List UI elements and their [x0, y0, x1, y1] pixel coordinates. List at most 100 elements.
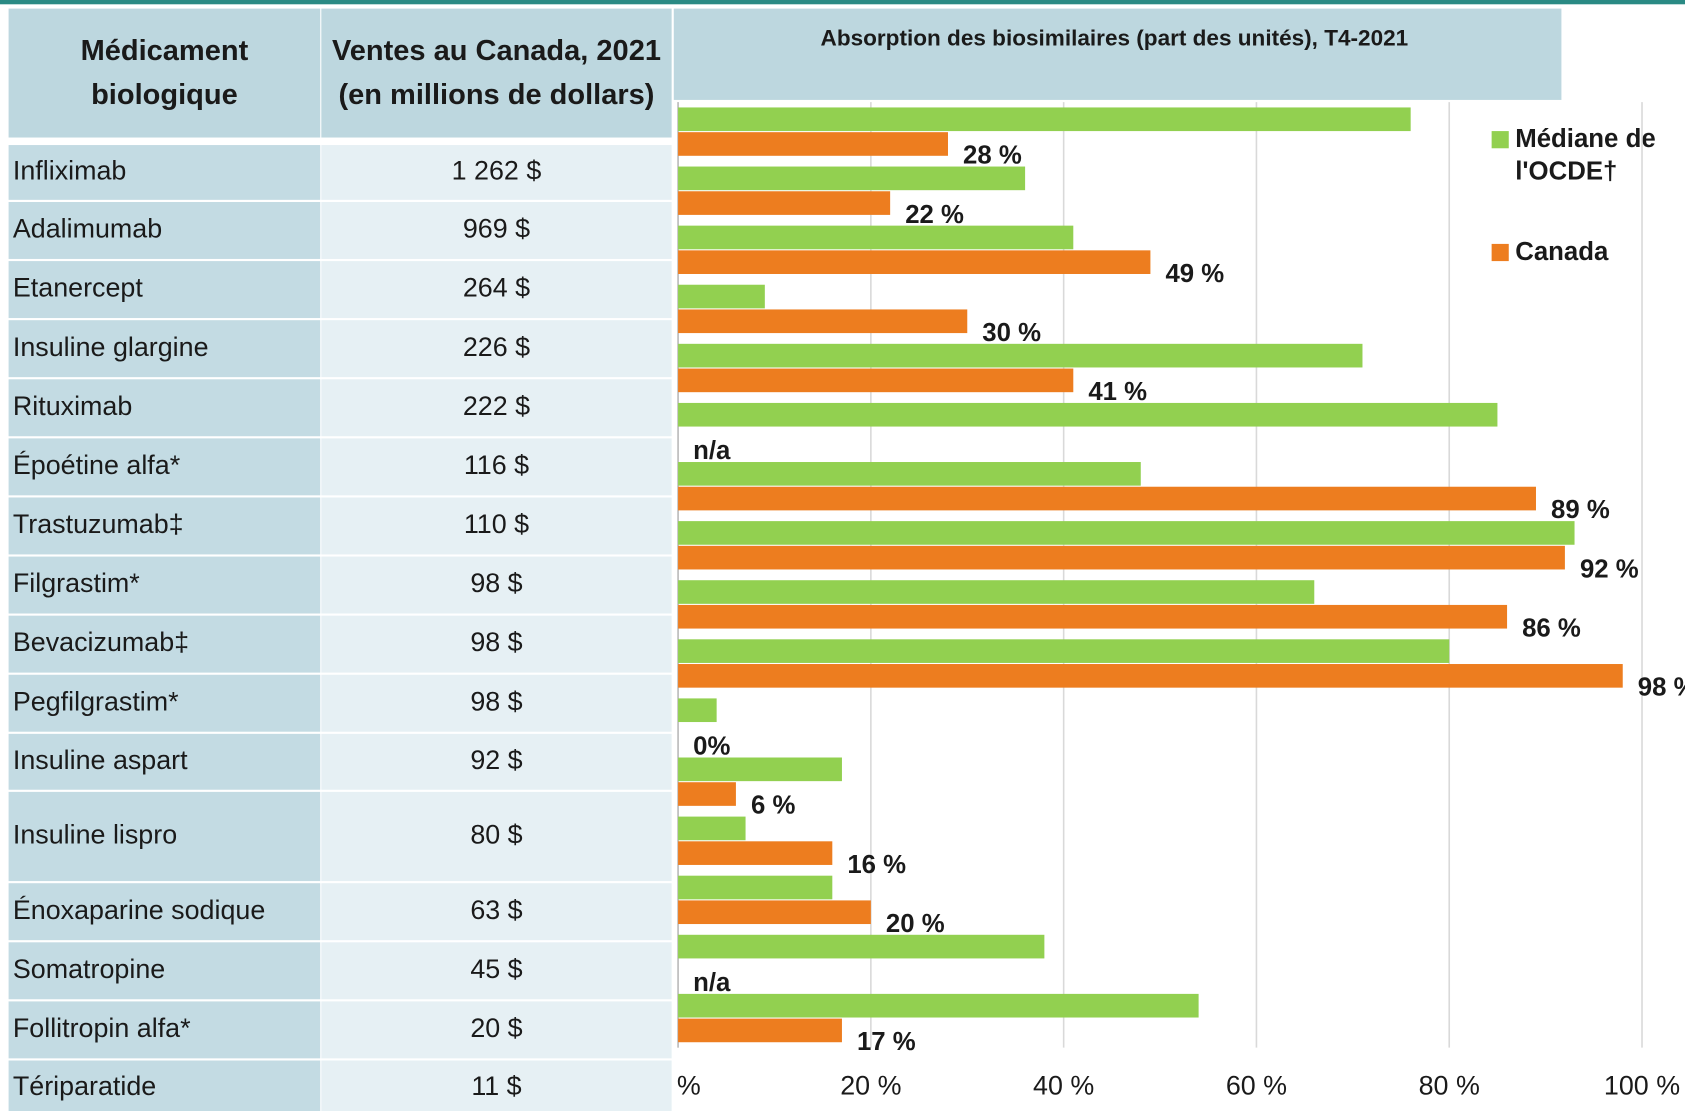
bar [678, 343, 1363, 368]
drug-name: Énoxaparine sodique [13, 895, 265, 925]
bar [678, 782, 736, 806]
chart-header [673, 8, 1562, 100]
header-wrap: Ventes au Canada, 2021 (en millions de d… [331, 34, 661, 111]
bar [678, 191, 891, 215]
name-cell [8, 1001, 321, 1059]
drug-name: Somatropine [13, 954, 165, 984]
drug-name: Etanercept [13, 273, 143, 303]
data-label: 6 % [751, 792, 795, 820]
chart-title: Absorption des biosimilaires (part des u… [821, 26, 1409, 51]
drug-name: Trastuzumab‡ [13, 509, 184, 539]
bar [678, 462, 1141, 486]
legend-swatch [1491, 131, 1509, 149]
bar [678, 107, 1411, 132]
sales-value: 98 $ [470, 627, 522, 657]
sales-value: 80 $ [470, 820, 522, 850]
name-cell [8, 1060, 321, 1111]
data-label: 28 % [963, 142, 1022, 170]
name-cell [8, 674, 321, 732]
value-cell [321, 556, 672, 614]
header-wrap: Médicament biologique [80, 34, 249, 111]
name-cell [8, 733, 321, 790]
bar [678, 698, 717, 723]
data-label: 0% [693, 733, 730, 761]
bar [678, 309, 968, 334]
sales-value: 116 $ [464, 450, 529, 480]
bar [678, 225, 1074, 250]
bar [678, 900, 871, 925]
bar [678, 250, 1151, 274]
data-label: 30 % [982, 319, 1041, 347]
drug-name: Follitropin alfa* [13, 1013, 191, 1043]
drug-name: Insuline aspart [13, 745, 188, 775]
bar [678, 604, 1508, 629]
bar [678, 1018, 842, 1043]
bar [678, 402, 1498, 427]
sales-value: 98 $ [470, 568, 522, 598]
value-cell [321, 674, 672, 732]
drug-name: Insuline glargine [13, 332, 209, 362]
sales-value: 264 $ [463, 273, 530, 303]
sales-value: 226 $ [463, 332, 530, 362]
bar [678, 580, 1315, 604]
sales-value: 45 $ [470, 954, 522, 984]
bar [678, 934, 1045, 959]
data-label: 98 % [1638, 674, 1685, 702]
data-label: 20 % [886, 910, 945, 938]
bar [678, 368, 1074, 393]
value-cell [321, 791, 672, 882]
sales-value: 63 $ [470, 895, 522, 925]
bar [678, 993, 1199, 1018]
data-label: 49 % [1165, 260, 1224, 288]
data-label: 86 % [1522, 614, 1581, 642]
legend-box: Médiane de l'OCDE† Canada [1491, 124, 1685, 269]
sales-value: 98 $ [470, 686, 522, 716]
bar [678, 545, 1565, 570]
value-cell [321, 615, 672, 673]
value-cell [321, 320, 672, 378]
x-tick-label: 40 % [1033, 1070, 1094, 1100]
bar [678, 132, 948, 156]
data-label: 41 % [1088, 378, 1147, 406]
drug-name: Bevacizumab‡ [13, 627, 189, 657]
drug-name: Époétine alfa* [13, 450, 181, 480]
data-label: 22 % [905, 201, 964, 229]
column-header: Ventes au Canada, 2021 (en millions de d… [331, 34, 661, 111]
bar [678, 841, 833, 865]
legend-item: Médiane de l'OCDE† [1491, 124, 1685, 188]
bar [678, 664, 1623, 688]
drug-name: Infliximab [13, 156, 126, 186]
name-cell [8, 615, 321, 673]
value-cell [321, 145, 672, 200]
sales-value: 1 262 $ [452, 156, 542, 186]
bar [678, 284, 765, 309]
value-cell [321, 942, 672, 1000]
bar [678, 486, 1536, 511]
drug-name: Rituximab [13, 391, 132, 421]
value-cell [321, 379, 672, 437]
value-cell [321, 883, 672, 941]
name-cell [8, 497, 321, 555]
value-cell [321, 733, 672, 790]
legend-label: Médiane de l'OCDE† [1515, 124, 1656, 186]
legend-item: Canada [1491, 236, 1685, 268]
bar [678, 639, 1450, 663]
data-label: 92 % [1580, 555, 1639, 583]
x-tick-label: 20 % [840, 1070, 901, 1100]
data-label: 89 % [1551, 496, 1610, 524]
header-cell [8, 8, 321, 138]
name-cell [8, 379, 321, 437]
sales-value: 11 $ [471, 1071, 521, 1101]
column-header: Médicament biologique [80, 34, 249, 111]
drug-name: Tériparatide [13, 1071, 156, 1101]
name-cell [8, 320, 321, 378]
sales-value: 222 $ [463, 391, 530, 421]
legend: Médiane de l'OCDE† Canada [1491, 124, 1685, 269]
value-cell [321, 438, 672, 496]
sales-value: 969 $ [463, 214, 530, 244]
value-cell [321, 1001, 672, 1059]
value-cell [321, 497, 672, 555]
name-cell [8, 438, 321, 496]
